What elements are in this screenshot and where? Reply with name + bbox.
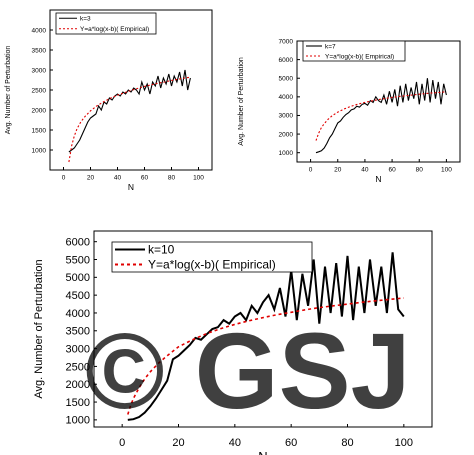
- measured-series-line: [127, 252, 405, 421]
- chart-k10: 0 20 40 60 80 100 1000 1500 2000 2500 3000 3500 4000…: [33, 230, 433, 455]
- legend-label: Y=a*log(x-b)( Empirical): [148, 258, 276, 272]
- y-tick-label: 2500: [32, 87, 47, 94]
- x-tick-label: 40: [361, 167, 369, 174]
- legend-label: Y=a*log(x-b)( Empirical): [325, 53, 394, 60]
- y-axis-label: Avg. Number of Perturbation: [5, 46, 12, 135]
- x-tick-label: 100: [395, 437, 413, 449]
- chart-k7: 0 20 40 60 80 100 1000 2000 3000 4000 5000 6000 7000…: [238, 38, 461, 184]
- y-tick-label: 2000: [279, 131, 294, 138]
- y-tick-label: 1000: [66, 415, 90, 427]
- y-tick-label: 2500: [66, 361, 90, 373]
- x-axis-label: N: [128, 182, 134, 192]
- y-tick-label: 5500: [66, 254, 90, 266]
- x-tick-label: 20: [172, 437, 184, 449]
- x-axis-label: N: [258, 449, 267, 455]
- y-tick-label: 1500: [32, 127, 47, 134]
- y-tick-label: 6000: [279, 57, 294, 64]
- y-tick-label: 3000: [279, 113, 294, 120]
- x-tick-label: 0: [62, 175, 66, 182]
- x-tick-label: 80: [416, 167, 424, 174]
- x-tick-label: 20: [334, 167, 342, 174]
- chart-k3: 0 20 40 60 80 100 1000 1500 2000 2500 3000 3500 4000…: [5, 9, 213, 192]
- x-tick-label: 100: [441, 167, 452, 174]
- plot-frame: [93, 230, 433, 428]
- y-tick-label: 3500: [32, 47, 47, 54]
- y-axis-label: Avg. Number of Perturbation: [238, 57, 245, 146]
- legend-label: Y=a*log(x-b)( Empirical): [80, 26, 149, 33]
- measured-series-line: [68, 69, 191, 153]
- y-tick-label: 3500: [66, 326, 90, 338]
- x-tick-label: 60: [285, 437, 297, 449]
- y-tick-label: 1000: [279, 150, 294, 157]
- y-tick-label: 5000: [279, 76, 294, 83]
- y-tick-label: 4000: [32, 27, 47, 34]
- y-tick-label: 7000: [279, 38, 294, 45]
- x-tick-label: 0: [119, 437, 125, 449]
- watermark-text: © GSJ: [85, 310, 411, 431]
- x-axis-label: N: [375, 174, 381, 184]
- legend-box: [55, 12, 157, 35]
- legend-box: [302, 40, 406, 62]
- empirical-fit-line: [68, 76, 191, 163]
- measured-series-line: [315, 78, 447, 154]
- x-tick-label: 60: [388, 167, 396, 174]
- y-tick-label: 4000: [279, 94, 294, 101]
- legend-label: k=10: [148, 243, 175, 257]
- x-tick-label: 60: [141, 175, 149, 182]
- x-tick-label: 20: [87, 175, 95, 182]
- y-tick-label: 4500: [66, 290, 90, 302]
- y-tick-label: 4000: [66, 308, 90, 320]
- x-tick-label: 100: [193, 175, 204, 182]
- legend-label: k=3: [80, 16, 91, 23]
- legend-label: k=7: [325, 43, 336, 50]
- y-tick-label: 6000: [66, 237, 90, 249]
- y-tick-label: 3000: [32, 67, 47, 74]
- y-tick-label: 3000: [66, 343, 90, 355]
- x-tick-label: 40: [114, 175, 122, 182]
- y-tick-label: 5000: [66, 272, 90, 284]
- legend-box: [111, 241, 313, 273]
- y-tick-label: 2000: [32, 107, 47, 114]
- x-tick-label: 0: [309, 167, 313, 174]
- y-tick-label: 1000: [32, 147, 47, 154]
- x-tick-label: 80: [168, 175, 176, 182]
- y-tick-label: 2000: [66, 379, 90, 391]
- y-axis-label: Avg. Number of Perturbation: [33, 259, 45, 398]
- x-tick-label: 80: [341, 437, 353, 449]
- y-tick-label: 1500: [66, 397, 90, 409]
- x-tick-label: 40: [229, 437, 241, 449]
- empirical-fit-line: [315, 91, 447, 141]
